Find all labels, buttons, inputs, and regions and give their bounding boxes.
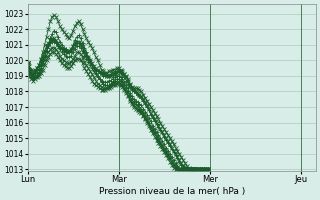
X-axis label: Pression niveau de la mer( hPa ): Pression niveau de la mer( hPa )	[99, 187, 245, 196]
